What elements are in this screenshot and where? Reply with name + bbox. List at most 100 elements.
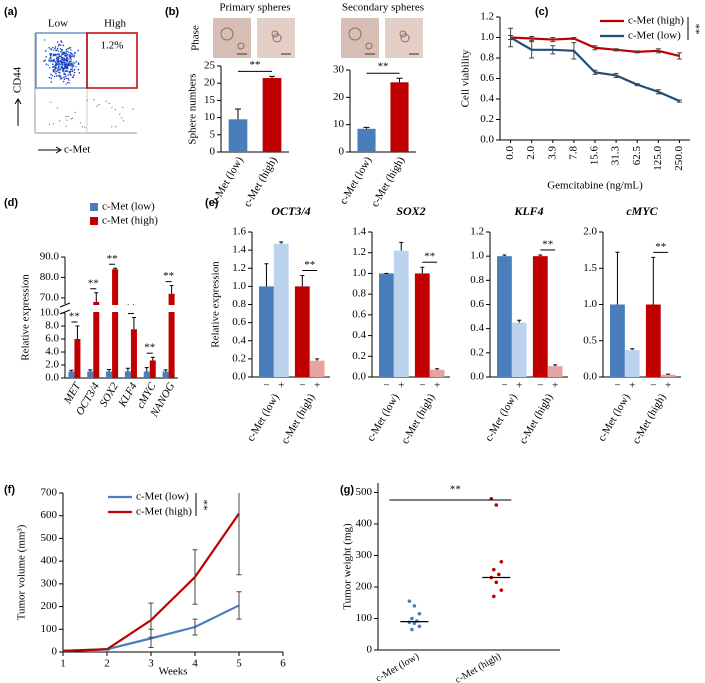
cell-dot bbox=[59, 78, 62, 80]
legend-swatch bbox=[90, 203, 98, 211]
sphere bbox=[400, 33, 410, 43]
significance: ** bbox=[542, 238, 553, 250]
error-bar bbox=[571, 37, 577, 41]
group-label: c-Met (low) bbox=[245, 391, 282, 443]
bar bbox=[610, 304, 625, 377]
y-tick-label: 0.0 bbox=[480, 134, 494, 146]
x-tick-label: 1 bbox=[60, 658, 66, 670]
x-tick-label: − bbox=[650, 380, 656, 392]
y-tick-label: 500 bbox=[356, 486, 373, 498]
cell-dot bbox=[56, 47, 59, 50]
x-tick-label: − bbox=[299, 380, 305, 392]
cell-dot bbox=[67, 115, 70, 118]
x-tick-label: 15.6 bbox=[589, 146, 601, 166]
cell-dot bbox=[73, 55, 75, 58]
data-point bbox=[497, 572, 501, 577]
cell-dot bbox=[65, 58, 68, 61]
cell-dot bbox=[60, 76, 63, 78]
error-bar bbox=[435, 368, 440, 370]
gate-high bbox=[86, 32, 138, 89]
cell-dot bbox=[52, 123, 55, 125]
significance: ** bbox=[450, 484, 461, 496]
row-label: Phase bbox=[190, 25, 202, 51]
error-bar bbox=[634, 50, 640, 54]
cell-dot bbox=[64, 73, 67, 76]
cell-dot bbox=[77, 68, 80, 71]
y-tick-label: 6.0 bbox=[45, 333, 59, 345]
y-tick-label: 10 bbox=[204, 111, 216, 123]
axis-label: Cell viability bbox=[460, 49, 472, 107]
error-bar bbox=[634, 83, 640, 87]
significance: ** bbox=[107, 253, 118, 265]
x-tick-label: 2 bbox=[104, 658, 110, 670]
cell-dot bbox=[63, 76, 65, 79]
error-bar bbox=[655, 89, 661, 95]
cell-dot bbox=[58, 57, 61, 59]
cell-dot bbox=[57, 66, 60, 69]
axis-label: Sphere numbers bbox=[187, 73, 199, 144]
panel-label: (f) bbox=[4, 484, 15, 496]
error-bar bbox=[613, 48, 619, 52]
cell-dot bbox=[68, 81, 71, 84]
cell-dot bbox=[52, 60, 55, 62]
significance: ** bbox=[144, 342, 155, 354]
cell-dot bbox=[81, 125, 84, 128]
axis-label: Tumor volume (mm³) bbox=[16, 524, 28, 620]
y-tick-label: 1.0 bbox=[232, 280, 246, 292]
cell-dot bbox=[50, 73, 52, 75]
y-tick-label: 10.0 bbox=[40, 307, 60, 319]
cell-dot bbox=[56, 70, 58, 73]
y-tick-label: 0.6 bbox=[470, 298, 484, 310]
bar bbox=[112, 269, 119, 378]
y-tick-label: 500 bbox=[41, 532, 58, 544]
error-bar bbox=[363, 126, 370, 129]
bar bbox=[309, 360, 325, 377]
bar bbox=[262, 78, 282, 152]
cell-dot bbox=[56, 69, 59, 71]
cell-dot bbox=[58, 43, 61, 46]
cell-dot bbox=[73, 62, 76, 65]
error-bar bbox=[88, 369, 93, 372]
cell-dot bbox=[53, 58, 55, 61]
error-bar bbox=[538, 254, 543, 257]
cell-dot bbox=[61, 56, 64, 59]
y-tick-label: 0.0 bbox=[583, 371, 597, 383]
cell-dot bbox=[73, 68, 76, 71]
x-tick-label: − bbox=[419, 380, 425, 392]
legend-label: c-Met (high) bbox=[102, 215, 158, 227]
cell-dot bbox=[43, 39, 46, 41]
bar bbox=[497, 256, 512, 377]
sphere bbox=[365, 42, 373, 50]
y-tick-label: 90.0 bbox=[40, 251, 60, 263]
cell-dot bbox=[55, 72, 57, 75]
cell-dot bbox=[56, 41, 59, 43]
y-tick-label: 300 bbox=[356, 549, 373, 561]
y-tick-label: 25 bbox=[204, 60, 216, 72]
cell-dot bbox=[55, 67, 57, 69]
error-bar bbox=[300, 275, 305, 287]
cell-dot bbox=[62, 70, 64, 72]
x-tick-label: + bbox=[552, 380, 558, 392]
error-bar bbox=[192, 549, 198, 605]
data-point bbox=[417, 624, 422, 629]
bar bbox=[162, 371, 169, 378]
y-tick-label: 2.0 bbox=[45, 359, 59, 371]
data-point bbox=[417, 611, 422, 616]
cell-dot bbox=[51, 46, 54, 49]
chart-title: cMYC bbox=[626, 204, 658, 218]
gate-percent: 1.2% bbox=[101, 40, 124, 52]
cell-dot bbox=[59, 69, 62, 71]
cell-dot bbox=[50, 81, 53, 83]
cell-dot bbox=[65, 62, 68, 64]
y-tick-label: 400 bbox=[356, 517, 373, 529]
cell-dot bbox=[58, 53, 61, 56]
cell-dot bbox=[71, 66, 73, 68]
error-bar bbox=[420, 266, 425, 274]
cell-dot bbox=[47, 64, 50, 66]
y-tick-label: 0.2 bbox=[352, 350, 366, 362]
cell-dot bbox=[64, 63, 66, 66]
cell-dot bbox=[45, 55, 47, 58]
significance: ** bbox=[424, 251, 435, 263]
y-tick-label: 400 bbox=[41, 555, 58, 567]
